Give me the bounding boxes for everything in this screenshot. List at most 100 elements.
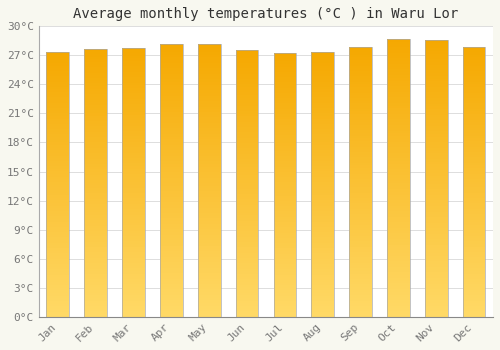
Bar xyxy=(312,269,334,272)
Bar xyxy=(46,269,69,272)
Bar xyxy=(84,78,107,81)
Bar xyxy=(84,290,107,293)
Bar xyxy=(349,71,372,74)
Bar xyxy=(349,147,372,149)
Bar xyxy=(349,117,372,120)
Bar xyxy=(46,206,69,208)
Bar xyxy=(160,167,182,169)
Bar xyxy=(236,111,258,114)
Bar xyxy=(349,271,372,274)
Bar xyxy=(122,201,145,204)
Bar xyxy=(198,199,220,202)
Bar xyxy=(312,306,334,309)
Bar xyxy=(349,312,372,314)
Bar xyxy=(198,161,220,164)
Bar xyxy=(46,71,69,74)
Bar xyxy=(387,197,410,200)
Bar xyxy=(122,228,145,231)
Bar xyxy=(312,58,334,60)
Bar xyxy=(274,211,296,214)
Bar xyxy=(349,238,372,241)
Bar xyxy=(312,293,334,296)
Bar xyxy=(236,49,258,317)
Bar xyxy=(463,314,485,317)
Bar xyxy=(46,261,69,264)
Bar xyxy=(463,65,485,68)
Bar xyxy=(122,295,145,298)
Bar xyxy=(425,150,448,153)
Bar xyxy=(349,309,372,312)
Bar xyxy=(198,65,220,68)
Bar xyxy=(122,50,145,53)
Bar xyxy=(46,208,69,211)
Bar xyxy=(46,303,69,306)
Bar xyxy=(84,105,107,107)
Bar xyxy=(46,111,69,113)
Bar xyxy=(84,145,107,148)
Bar xyxy=(236,220,258,223)
Bar xyxy=(160,227,182,229)
Bar xyxy=(274,106,296,109)
Bar xyxy=(349,152,372,155)
Bar xyxy=(160,221,182,224)
Bar xyxy=(425,137,448,140)
Bar xyxy=(236,173,258,175)
Bar xyxy=(236,162,258,164)
Bar xyxy=(387,114,410,117)
Bar xyxy=(46,105,69,108)
Bar xyxy=(84,121,107,124)
Bar xyxy=(312,235,334,238)
Bar xyxy=(312,150,334,153)
Bar xyxy=(312,309,334,312)
Bar xyxy=(198,259,220,262)
Bar xyxy=(46,129,69,132)
Bar xyxy=(463,114,485,117)
Bar xyxy=(160,210,182,213)
Bar xyxy=(122,120,145,123)
Bar xyxy=(387,50,410,53)
Bar xyxy=(84,51,107,54)
Bar xyxy=(463,103,485,106)
Bar xyxy=(84,99,107,102)
Bar xyxy=(198,52,220,55)
Bar xyxy=(84,204,107,207)
Bar xyxy=(349,133,372,136)
Bar xyxy=(198,227,220,229)
Bar xyxy=(84,70,107,73)
Bar xyxy=(160,229,182,232)
Bar xyxy=(274,90,296,93)
Bar xyxy=(349,184,372,187)
Bar xyxy=(84,188,107,191)
Bar xyxy=(274,177,296,180)
Bar xyxy=(349,84,372,87)
Bar xyxy=(46,119,69,121)
Bar xyxy=(46,184,69,187)
Bar xyxy=(236,295,258,298)
Bar xyxy=(463,147,485,149)
Bar xyxy=(84,252,107,255)
Bar xyxy=(425,109,448,112)
Bar xyxy=(84,183,107,186)
Title: Average monthly temperatures (°C ) in Waru Lor: Average monthly temperatures (°C ) in Wa… xyxy=(74,7,458,21)
Bar xyxy=(274,298,296,301)
Bar xyxy=(463,106,485,109)
Bar xyxy=(274,309,296,312)
Bar xyxy=(387,164,410,167)
Bar xyxy=(387,314,410,317)
Bar xyxy=(425,131,448,134)
Bar xyxy=(84,282,107,285)
Bar xyxy=(198,205,220,208)
Bar xyxy=(312,301,334,303)
Bar xyxy=(84,271,107,274)
Bar xyxy=(46,108,69,111)
Bar xyxy=(387,195,410,197)
Bar xyxy=(84,303,107,306)
Bar xyxy=(160,265,182,268)
Bar xyxy=(274,96,296,98)
Bar xyxy=(387,66,410,69)
Bar xyxy=(312,92,334,95)
Bar xyxy=(349,225,372,228)
Bar xyxy=(122,223,145,225)
Bar xyxy=(425,278,448,281)
Bar xyxy=(198,79,220,82)
